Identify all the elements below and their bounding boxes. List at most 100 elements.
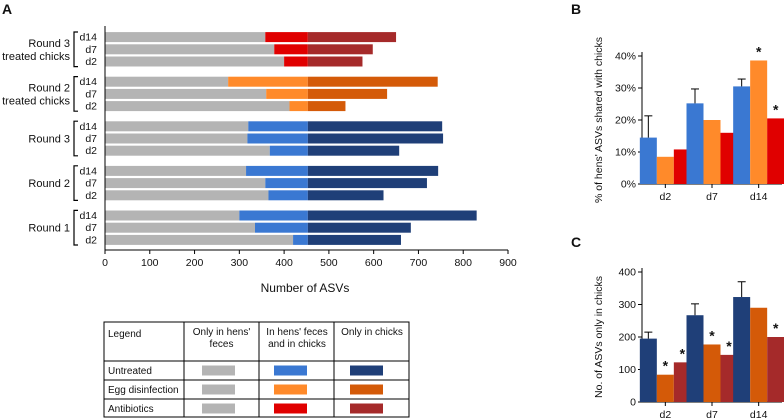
bar-shared [265,32,308,43]
bar [750,307,768,402]
y-tick-label: 300 [618,299,636,311]
x-tick-label: d14 [750,191,768,203]
x-tick-label: 100 [141,257,159,269]
bar-shared [255,222,308,233]
x-tick-label: 200 [186,257,204,269]
bar [750,60,768,185]
group-label: Round 3 [28,134,70,146]
row-label: d2 [85,101,97,113]
bar-chicks-only [307,133,444,144]
group-label: treated chicks [2,51,70,63]
x-tick-label: d7 [706,191,718,203]
bar-hens-only [105,133,248,144]
legend-swatch-shared [274,403,307,414]
bar-hens-only [105,145,270,156]
x-tick-label: 400 [275,257,293,269]
y-tick-label: 30% [615,83,636,95]
legend-col-chicks-only: Only in chicks [341,327,403,338]
bar-chicks-only [307,121,443,132]
row-label: d14 [79,165,97,177]
bar-chicks-only [307,32,397,43]
bar-chicks-only [307,178,427,189]
bar [733,297,751,402]
legend-title: Legend [108,329,141,340]
y-axis-label: No. of ASVs only in chicks [593,276,605,398]
row-label: d14 [79,32,97,44]
bar-chicks-only [307,165,439,176]
bar-chicks-only [307,210,477,221]
bar-hens-only [105,222,256,233]
significance-marker: * [680,345,686,361]
group-label: Round 3 [28,38,70,50]
legend-swatch-shared [274,365,307,376]
bar-hens-only [105,234,294,245]
group-bracket [73,31,78,68]
bar-shared [266,88,308,99]
panel-label-a: A [2,1,12,17]
legend-table-border [103,321,410,418]
bar [767,118,784,184]
row-label: d2 [85,234,97,246]
bar-hens-only [105,178,266,189]
group-bracket [73,209,78,246]
legend-col-hens-only: Only in hens' feces [192,327,251,350]
panel-a-x-axis-label: Number of ASVs [261,281,350,295]
significance-marker: * [773,320,779,336]
group-bracket [73,76,78,112]
row-label: d14 [79,210,97,222]
x-tick-label: 900 [499,257,517,269]
row-label: d7 [85,178,97,190]
bar-shared [239,210,308,221]
bar [639,137,657,184]
bar-hens-only [105,165,247,176]
bar-chicks-only [307,44,373,55]
legend-swatch-chicks-only [350,384,383,395]
y-tick-label: 10% [615,147,636,159]
legend-row-label: Untreated [108,366,152,377]
row-label: d2 [85,56,97,68]
legend-table: Legend Only in hens' feces In hens' fece… [103,321,410,418]
bar-hens-only [105,121,249,132]
bar-chicks-only [307,76,438,87]
bar-hens-only [105,32,266,43]
row-label: d2 [85,145,97,157]
bar [656,156,674,184]
legend-row-label: Egg disinfection [108,385,179,396]
row-label: d7 [85,44,97,56]
row-label: d7 [85,222,97,234]
x-tick-label: d14 [750,409,768,420]
x-tick-label: d2 [659,409,671,420]
legend-swatch-chicks-only [350,403,383,414]
significance-marker: * [726,338,732,354]
row-label: d14 [79,76,97,88]
bar-hens-only [105,101,290,112]
bar-shared [247,133,308,144]
bar-shared [246,165,308,176]
bar-shared [269,145,308,156]
group-label: treated chicks [2,95,70,107]
group-bracket [73,165,78,201]
y-axis-label: % of hens' ASVs shared with chicks [593,37,605,203]
row-label: d14 [79,121,97,133]
bar-shared [268,190,308,201]
bar-hens-only [105,210,240,221]
group-bracket [73,120,78,157]
bar [686,103,704,184]
x-tick-label: 800 [454,257,472,269]
x-tick-label: 700 [410,257,428,269]
bar-shared [293,234,308,245]
bar [686,315,704,402]
significance-marker: * [709,327,715,343]
y-tick-label: 400 [618,267,636,279]
legend-col-shared: In hens' feces and in chicks [266,327,328,350]
bar-shared [265,178,308,189]
legend-swatch-hens-only [202,384,235,395]
bar-shared [284,56,308,67]
group-label: Round 2 [28,178,70,190]
legend-swatch-hens-only [202,365,235,376]
y-tick-label: 200 [618,332,636,344]
bar [733,86,751,184]
bar-chicks-only [307,190,384,201]
bar [767,337,784,402]
